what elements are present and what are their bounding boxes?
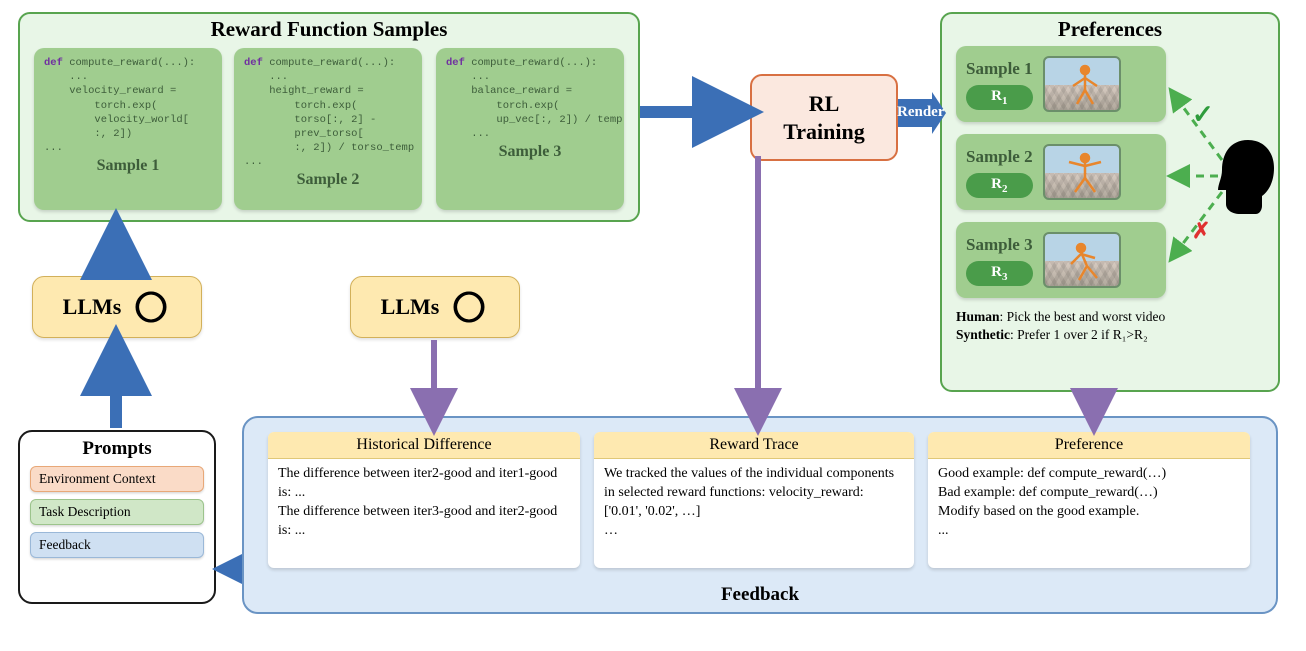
render-label: Render bbox=[897, 104, 945, 121]
arrow-samples-to-rl bbox=[0, 0, 1306, 651]
